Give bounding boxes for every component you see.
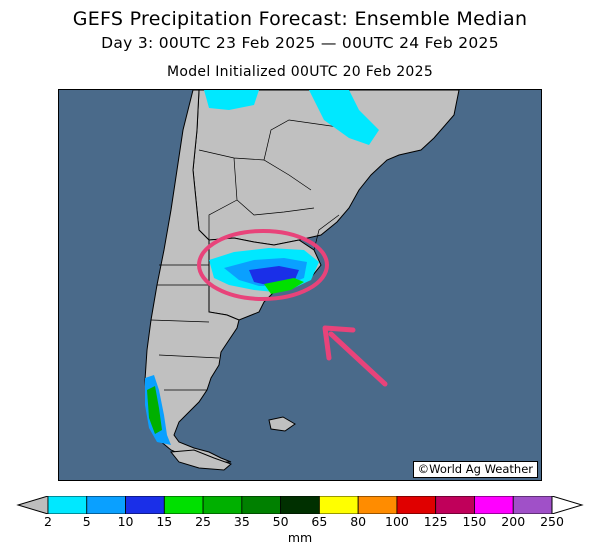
- colorbar-bin-150: [474, 496, 514, 514]
- colorbar-bin-5: [86, 496, 126, 514]
- colorbar-tick-label: 25: [195, 514, 212, 529]
- forecast-period: Day 3: 00UTC 23 Feb 2025 — 00UTC 24 Feb …: [101, 34, 499, 52]
- colorbar-bin-10: [125, 496, 165, 514]
- colorbar-bin-125: [435, 496, 475, 514]
- highlight-arrow-shaft: [328, 331, 388, 387]
- colorbar-tick-label: 10: [117, 514, 134, 529]
- colorbar-tick-label: 65: [311, 514, 328, 529]
- colorbar-tick-label: 200: [501, 514, 526, 529]
- colorbar-tick-label: 35: [233, 514, 250, 529]
- precip-north: [204, 90, 259, 110]
- colorbar-tick-label: 80: [350, 514, 367, 529]
- colorbar-bin-15: [163, 496, 204, 514]
- precip-patagonia-core: [147, 386, 162, 434]
- colorbar-bin-80: [357, 496, 398, 514]
- map-credit: ©World Ag Weather: [412, 461, 538, 478]
- colorbar-bin-35: [241, 496, 282, 514]
- colorbar-bin-65: [318, 496, 359, 514]
- provincial-borders: [150, 119, 360, 391]
- colorbar-bin-100: [396, 496, 437, 514]
- colorbar-tick-label: 2: [44, 514, 52, 529]
- colorbar-tick-label: 250: [540, 514, 564, 529]
- colorbar-unit: mm: [287, 530, 313, 545]
- land-tierra-del-fuego: [170, 449, 232, 471]
- precip-pampas-green: [264, 278, 304, 294]
- model-init: Model Initialized 00UTC 20 Feb 2025: [166, 64, 434, 80]
- colorbar-above-max: [551, 496, 584, 514]
- colorbar-below-min: [16, 496, 49, 514]
- colorbar-tick-label: 50: [272, 514, 289, 529]
- colorbar-tick-label: 125: [423, 514, 448, 529]
- highlight-ellipse: [197, 229, 329, 301]
- colorbar-bin-50: [280, 496, 320, 514]
- land-falklands: [268, 416, 296, 432]
- precip-northeast: [309, 90, 379, 145]
- highlight-arrow-head: [322, 325, 356, 361]
- colorbar-bin-25: [202, 496, 243, 514]
- land-south: [144, 90, 240, 463]
- colorbar-tick-label: 5: [82, 514, 91, 529]
- map-canvas: [144, 90, 460, 471]
- colorbar-tick-label: 150: [462, 514, 487, 529]
- colorbar-tick-label: 15: [156, 514, 173, 529]
- precip-map: ©World Ag Weather: [58, 89, 542, 481]
- colorbar-bin-200: [512, 496, 553, 514]
- chart-title: GEFS Precipitation Forecast: Ensemble Me…: [72, 8, 528, 30]
- colorbar-bin-2: [47, 496, 88, 514]
- precip-colorbar: [16, 496, 584, 514]
- colorbar-tick-label: 100: [384, 514, 409, 529]
